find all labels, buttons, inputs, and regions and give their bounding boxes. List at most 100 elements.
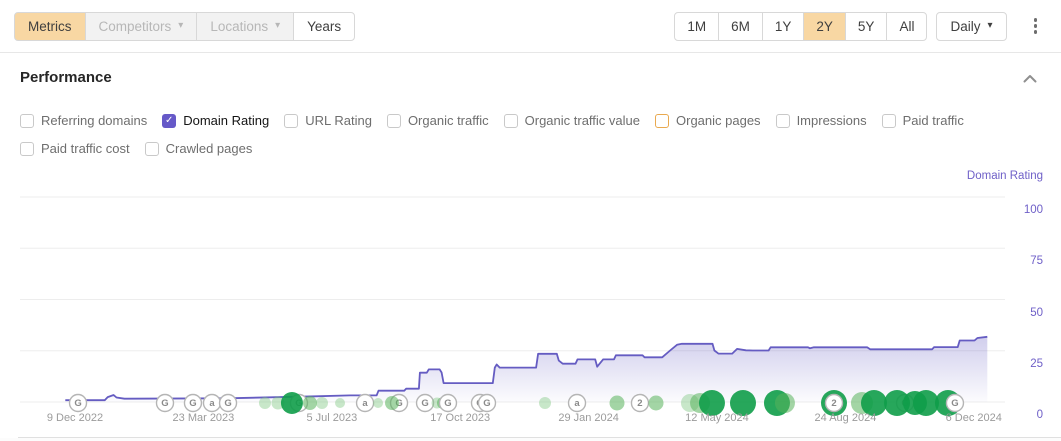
- chevron-up-icon: [1023, 75, 1037, 83]
- range-button-all[interactable]: All: [886, 11, 928, 41]
- chart-canvas: GGGaGGaGGGGGa22GG: [20, 196, 1005, 416]
- svg-text:a: a: [574, 398, 580, 409]
- range-button-5y[interactable]: 5Y: [844, 11, 888, 41]
- checkbox-paid-traffic[interactable]: Paid traffic: [881, 112, 964, 130]
- update-marker-badge-a[interactable]: a: [355, 393, 375, 413]
- checkbox-unchecked-icon: [386, 114, 401, 128]
- checkbox-paid-traffic-cost[interactable]: Paid traffic cost: [20, 140, 130, 158]
- update-marker-badge-a[interactable]: a: [202, 393, 222, 413]
- toolbar-button-locations[interactable]: Locations ▾: [196, 11, 295, 41]
- range-button-6m[interactable]: 6M: [718, 11, 763, 41]
- checkbox-organic-pages[interactable]: Organic pages: [655, 112, 761, 130]
- toolbar-button-years[interactable]: Years: [293, 11, 356, 41]
- checkbox-unchecked-icon: [775, 114, 790, 128]
- checkbox-unchecked-icon: [655, 114, 669, 128]
- svg-text:G: G: [395, 398, 402, 409]
- update-marker-dot[interactable]: [316, 397, 329, 409]
- x-tick-label: 9 Dec 2022: [46, 412, 104, 424]
- update-marker-badge-a[interactable]: a: [567, 393, 587, 413]
- toolbar-button-competitors[interactable]: Competitors ▾: [84, 11, 198, 41]
- toolbar-button-label: Years: [307, 18, 342, 34]
- checkbox-url-rating[interactable]: URL Rating: [284, 112, 372, 130]
- top-toolbar: Metrics Competitors ▾ Locations ▾ Years 1M 6M 1…: [0, 0, 1061, 52]
- svg-text:G: G: [421, 398, 428, 409]
- checkbox-crawled-pages[interactable]: Crawled pages: [144, 140, 252, 158]
- svg-text:G: G: [224, 398, 231, 409]
- update-marker-dot[interactable]: [609, 395, 625, 411]
- update-marker-dot[interactable]: [258, 397, 271, 409]
- range-button-1y[interactable]: 1Y: [761, 11, 805, 41]
- toolbar-divider: [0, 52, 1061, 53]
- svg-text:a: a: [362, 398, 368, 409]
- update-marker-dot[interactable]: [373, 398, 384, 408]
- x-tick-label: 17 Oct 2023: [430, 412, 491, 424]
- update-marker-dot[interactable]: [280, 392, 303, 414]
- x-tick-label: 12 May 2024: [685, 412, 749, 424]
- toolbar-button-label: Locations: [210, 18, 269, 34]
- update-marker-dot[interactable]: [729, 390, 756, 416]
- y-tick-label: 75: [1030, 255, 1043, 268]
- x-tick-label: 29 Jan 2024: [558, 412, 619, 424]
- update-marker-dot[interactable]: [648, 395, 664, 411]
- checkbox-unchecked-icon: [144, 142, 159, 156]
- update-marker-dot[interactable]: [302, 396, 317, 410]
- svg-text:G: G: [189, 398, 196, 409]
- update-marker-dot[interactable]: [539, 397, 552, 409]
- update-marker-dot[interactable]: [271, 396, 285, 410]
- checkbox-organic-traffic-value[interactable]: Organic traffic value: [503, 112, 640, 130]
- toolbar-button-label: Metrics: [28, 18, 72, 34]
- more-menu-icon[interactable]: [1024, 12, 1048, 40]
- update-marker-badge-g[interactable]: G: [155, 393, 175, 413]
- checkbox-checked-icon: ✓: [162, 114, 177, 128]
- checkbox-organic-traffic[interactable]: Organic traffic: [386, 112, 489, 130]
- svg-text:2: 2: [637, 398, 642, 409]
- update-marker-dot[interactable]: [913, 390, 940, 416]
- range-button-1m[interactable]: 1M: [674, 11, 720, 41]
- x-tick-label: 5 Jul 2023: [306, 412, 358, 424]
- range-button-2y[interactable]: 2Y: [803, 11, 846, 41]
- toolbar-button-metrics[interactable]: Metrics: [14, 11, 86, 41]
- checkbox-label: Organic traffic value: [524, 113, 640, 128]
- update-marker-badge-g[interactable]: G: [945, 393, 965, 413]
- x-tick-label: 23 Mar 2023: [172, 412, 235, 424]
- update-marker-badge-g[interactable]: G: [477, 393, 497, 413]
- update-marker-dot[interactable]: [335, 398, 346, 408]
- checkbox-unchecked-icon: [20, 114, 34, 128]
- y-tick-label: 50: [1030, 306, 1043, 319]
- update-marker-badge-g[interactable]: G: [415, 393, 435, 413]
- svg-text:G: G: [74, 398, 81, 409]
- checkbox-label: Domain Rating: [183, 113, 270, 128]
- chevron-down-icon: ▾: [275, 20, 281, 31]
- date-range-group: 1M 6M 1Y 2Y 5Y All: [674, 11, 928, 41]
- update-marker-dot[interactable]: [385, 396, 400, 410]
- collapse-section-button[interactable]: [1021, 69, 1039, 88]
- chevron-down-icon: ▾: [987, 20, 993, 31]
- update-marker-dot[interactable]: [774, 393, 795, 413]
- update-marker-badge-g[interactable]: G: [218, 393, 238, 413]
- update-marker-dot[interactable]: [884, 390, 911, 416]
- domain-rating-line: [65, 335, 988, 402]
- x-tick-label: 24 Aug 2024: [814, 412, 877, 424]
- update-marker-dot[interactable]: [860, 390, 887, 416]
- checkbox-label: Referring domains: [41, 113, 148, 128]
- checkbox-referring-domains[interactable]: Referring domains: [20, 112, 147, 130]
- checkbox-unchecked-icon: [20, 142, 34, 156]
- update-marker-badge-g[interactable]: G: [438, 393, 458, 413]
- checkbox-impressions[interactable]: Impressions: [775, 112, 867, 130]
- update-marker-dot[interactable]: [698, 390, 725, 416]
- toolbar-right: 1M 6M 1Y 2Y 5Y All Daily ▾: [674, 11, 1048, 41]
- update-marker-badge-g[interactable]: G: [68, 393, 88, 413]
- checkbox-label: Organic pages: [676, 113, 761, 128]
- checkbox-domain-rating[interactable]: ✓ Domain Rating: [162, 112, 269, 130]
- view-switcher-group: Metrics Competitors ▾ Locations ▾ Years: [14, 11, 356, 41]
- granularity-dropdown[interactable]: Daily ▾: [936, 11, 1007, 41]
- update-marker-badge-2[interactable]: 2: [824, 393, 844, 413]
- update-marker-badge-g[interactable]: G: [183, 393, 203, 413]
- svg-text:a: a: [209, 398, 215, 409]
- domain-rating-chart: Domain Rating GGGaGGaGGGGGa22GG100755025…: [0, 165, 1061, 441]
- svg-text:G: G: [951, 398, 958, 409]
- checkbox-label: Organic traffic: [407, 113, 489, 128]
- svg-text:G: G: [444, 398, 451, 409]
- update-marker-badge-2[interactable]: 2: [630, 393, 650, 413]
- svg-text:G: G: [161, 398, 168, 409]
